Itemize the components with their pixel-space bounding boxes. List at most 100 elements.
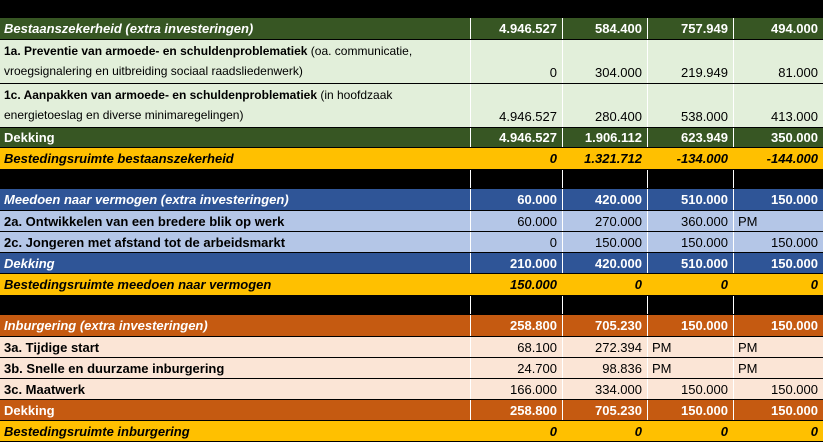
value-cell[interactable]: 510.000 <box>647 189 733 210</box>
bestaanszekerheid-dekking-row: Dekking 4.946.527 1.906.112 623.949 350.… <box>0 128 823 148</box>
value-cell[interactable]: 304.000 <box>562 40 647 83</box>
value-cell[interactable]: 757.949 <box>647 18 733 39</box>
value-cell[interactable]: 584.400 <box>562 18 647 39</box>
value-cell[interactable]: 166.000 <box>470 379 562 399</box>
value-cell[interactable]: 81.000 <box>733 40 823 83</box>
value-cell[interactable]: 150.000 <box>647 379 733 399</box>
row-2a-bredere-blik: 2a. Ontwikkelen van een bredere blik op … <box>0 211 823 232</box>
row-label[interactable]: 2a. Ontwikkelen van een bredere blik op … <box>4 213 285 229</box>
value-cell[interactable]: 4.946.527 <box>470 18 562 39</box>
bestaanszekerheid-bestedingsruimte-row: Bestedingsruimte bestaanszekerheid 0 1.3… <box>0 148 823 170</box>
value-cell[interactable]: 0 <box>810 277 818 292</box>
section-title[interactable]: Meedoen naar vermogen (extra investering… <box>4 192 289 207</box>
value-cell[interactable]: 510.000 <box>647 253 733 273</box>
row-label-line1: 1c. Aanpakken van armoede- en schuldenpr… <box>4 88 393 102</box>
value-cell[interactable]: 60.000 <box>470 211 562 231</box>
value-cell[interactable]: 24.700 <box>470 358 562 378</box>
value-cell[interactable]: 150.000 <box>733 315 823 336</box>
row-label-line2: vroegsignalering en uitbreiding sociaal … <box>4 64 303 78</box>
value-cell[interactable]: 4.946.527 <box>470 128 562 147</box>
value-cell[interactable]: 350.000 <box>733 128 823 147</box>
inburgering-dekking-row: Dekking 258.800 705.230 150.000 150.000 <box>0 400 823 421</box>
row-label[interactable]: Dekking <box>4 130 55 145</box>
value-cell[interactable]: 150.000 <box>733 379 823 399</box>
value-cell[interactable]: PM <box>647 358 733 378</box>
value-cell[interactable]: -144.000 <box>766 151 818 166</box>
value-cell[interactable]: 420.000 <box>562 189 647 210</box>
value-cell[interactable]: 0 <box>470 232 562 252</box>
value-cell[interactable]: 270.000 <box>562 211 647 231</box>
value-cell[interactable]: 0 <box>720 277 728 292</box>
value-cell[interactable]: 413.000 <box>733 84 823 127</box>
row-label-line1: 1a. Preventie van armoede- en schuldenpr… <box>4 44 413 58</box>
value-cell[interactable]: 272.394 <box>562 337 647 357</box>
top-spacer <box>0 0 823 18</box>
value-cell[interactable]: 150.000 <box>733 400 823 420</box>
value-cell[interactable]: 258.800 <box>470 315 562 336</box>
value-cell[interactable]: PM <box>733 358 823 378</box>
value-cell[interactable]: 0 <box>634 277 642 292</box>
value-cell[interactable]: 705.230 <box>562 400 647 420</box>
value-cell[interactable]: 1.321.712 <box>584 151 642 166</box>
value-cell[interactable]: 219.949 <box>647 40 733 83</box>
row-1a-preventie: 1a. Preventie van armoede- en schuldenpr… <box>0 40 823 84</box>
row-label[interactable]: 3c. Maatwerk <box>4 381 85 397</box>
row-label[interactable]: 1a. Preventie van armoede- en schuldenpr… <box>0 40 470 83</box>
value-cell[interactable]: PM <box>733 211 823 231</box>
value-cell[interactable]: 150.000 <box>733 232 823 252</box>
value-cell[interactable]: 420.000 <box>562 253 647 273</box>
value-cell[interactable]: 210.000 <box>470 253 562 273</box>
row-label-line2: energietoeslag en diverse minimaregeling… <box>4 108 244 122</box>
value-cell[interactable]: 98.836 <box>562 358 647 378</box>
value-cell[interactable]: 150.000 <box>562 232 647 252</box>
value-cell[interactable]: 0 <box>470 40 562 83</box>
section-title[interactable]: Inburgering (extra investeringen) <box>4 318 208 333</box>
value-cell[interactable]: 623.949 <box>647 128 733 147</box>
bestaanszekerheid-header-row: Bestaanszekerheid (extra investeringen) … <box>0 18 823 40</box>
value-cell[interactable]: 150.000 <box>510 277 557 292</box>
row-label[interactable]: Dekking <box>4 255 55 271</box>
row-label[interactable]: Bestedingsruimte bestaanszekerheid <box>4 151 234 166</box>
meedoen-dekking-row: Dekking 210.000 420.000 510.000 150.000 <box>0 253 823 274</box>
value-cell[interactable]: 334.000 <box>562 379 647 399</box>
row-label[interactable]: Bestedingsruimte meedoen naar vermogen <box>4 277 272 292</box>
row-3b-snelle-inburgering: 3b. Snelle en duurzame inburgering 24.70… <box>0 358 823 379</box>
value-cell[interactable]: 150.000 <box>647 400 733 420</box>
meedoen-bestedingsruimte-row: Bestedingsruimte meedoen naar vermogen 1… <box>0 274 823 296</box>
value-cell[interactable]: 68.100 <box>470 337 562 357</box>
value-cell[interactable]: 60.000 <box>470 189 562 210</box>
value-cell[interactable]: 150.000 <box>733 253 823 273</box>
row-3a-tijdige-start: 3a. Tijdige start 68.100 272.394 PM PM <box>0 337 823 358</box>
row-2c-jongeren: 2c. Jongeren met afstand tot de arbeidsm… <box>0 232 823 253</box>
row-label[interactable]: 2c. Jongeren met afstand tot de arbeidsm… <box>4 234 286 250</box>
row-3c-maatwerk: 3c. Maatwerk 166.000 334.000 150.000 150… <box>0 379 823 400</box>
section-title[interactable]: Bestaanszekerheid (extra investeringen) <box>4 21 254 36</box>
value-cell[interactable]: 280.400 <box>562 84 647 127</box>
value-cell[interactable]: 538.000 <box>647 84 733 127</box>
value-cell[interactable]: 0 <box>634 423 642 439</box>
row-label[interactable]: 3b. Snelle en duurzame inburgering <box>4 360 225 376</box>
inburgering-bestedingsruimte-row: Bestedingsruimte inburgering 0 0 0 0 <box>0 421 823 442</box>
row-label[interactable]: Dekking <box>4 402 55 418</box>
value-cell[interactable]: PM <box>647 337 733 357</box>
value-cell[interactable]: 1.906.112 <box>562 128 647 147</box>
value-cell[interactable]: PM <box>733 337 823 357</box>
value-cell[interactable]: 0 <box>810 423 818 439</box>
value-cell[interactable]: 150.000 <box>733 189 823 210</box>
value-cell[interactable]: 150.000 <box>647 315 733 336</box>
row-1c-aanpakken: 1c. Aanpakken van armoede- en schuldenpr… <box>0 84 823 128</box>
value-cell[interactable]: 0 <box>720 423 728 439</box>
value-cell[interactable]: 360.000 <box>647 211 733 231</box>
value-cell[interactable]: 705.230 <box>562 315 647 336</box>
value-cell[interactable]: 0 <box>549 151 557 166</box>
value-cell[interactable]: 150.000 <box>647 232 733 252</box>
value-cell[interactable]: -134.000 <box>676 151 728 166</box>
value-cell[interactable]: 494.000 <box>733 18 823 39</box>
row-label[interactable]: 3a. Tijdige start <box>4 339 100 355</box>
value-cell[interactable]: 0 <box>549 423 557 439</box>
value-cell[interactable]: 4.946.527 <box>470 84 562 127</box>
row-label[interactable]: 1c. Aanpakken van armoede- en schuldenpr… <box>0 84 470 127</box>
value-cell[interactable]: 258.800 <box>470 400 562 420</box>
section-separator <box>0 170 823 189</box>
row-label[interactable]: Bestedingsruimte inburgering <box>4 423 190 439</box>
